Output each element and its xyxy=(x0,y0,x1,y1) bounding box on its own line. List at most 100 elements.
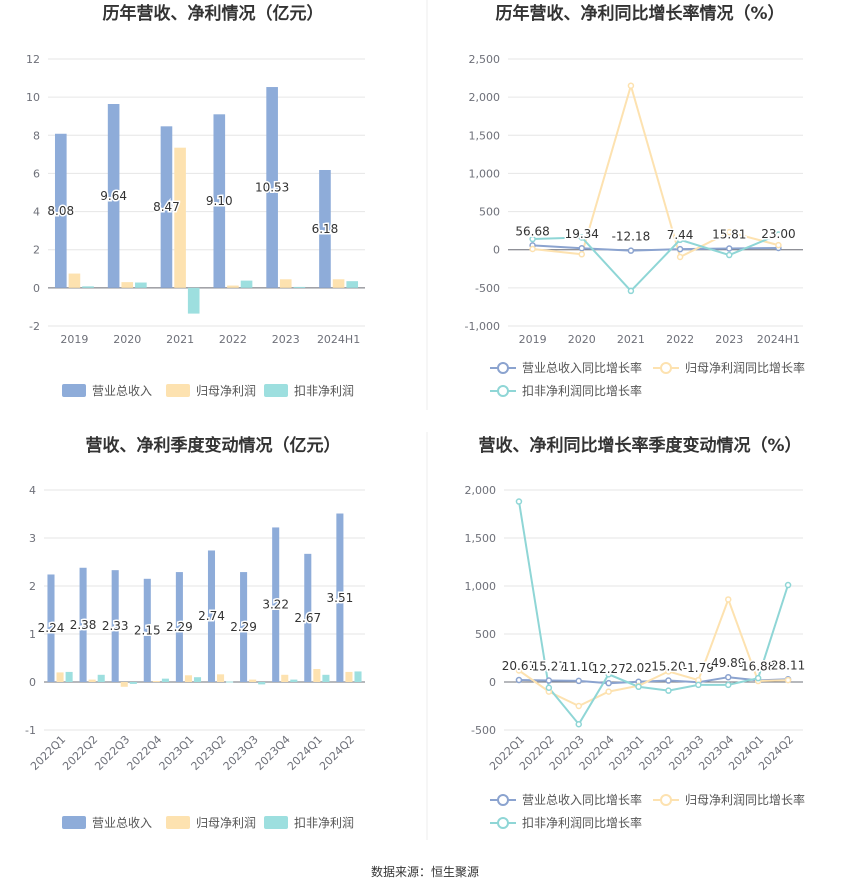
bar-3 xyxy=(346,281,359,288)
bar-1 xyxy=(111,570,119,682)
bar-value-label: 2.38 xyxy=(70,618,97,632)
y-tick-label: 4 xyxy=(29,484,36,497)
bar-2 xyxy=(281,674,289,682)
line-value-label: -12.18 xyxy=(612,230,651,244)
data-point xyxy=(515,676,523,684)
data-point xyxy=(605,688,612,695)
bar-2 xyxy=(227,285,239,288)
chart-title: 营收、净利季度变动情况（亿元） xyxy=(86,435,341,456)
data-point xyxy=(665,668,672,675)
y-tick-label: 500 xyxy=(475,628,496,641)
bar-3 xyxy=(258,682,266,685)
bar-2 xyxy=(345,671,353,682)
bar-1 xyxy=(336,513,344,682)
bar-2 xyxy=(120,682,128,687)
bar-1 xyxy=(304,553,312,682)
y-tick-label: 1,500 xyxy=(465,532,497,545)
data-point xyxy=(676,236,684,244)
line-value-label: 49.89 xyxy=(711,656,745,670)
data-point xyxy=(578,251,585,258)
data-point xyxy=(515,667,523,674)
bar-value-label: 6.18 xyxy=(312,222,339,236)
bar-value-label: 2.24 xyxy=(38,621,65,635)
legend-label: 扣非净利润同比增长率 xyxy=(522,383,642,398)
data-point xyxy=(726,228,733,236)
y-tick-label: 0 xyxy=(489,676,496,689)
bar-3 xyxy=(290,679,298,682)
data-point xyxy=(726,251,733,259)
bar-1 xyxy=(143,578,151,682)
bar-3 xyxy=(293,286,306,288)
y-tick-label: -2 xyxy=(29,320,40,333)
y-tick-label: 8 xyxy=(33,129,40,142)
data-point xyxy=(545,677,553,684)
line-value-label: 23.00 xyxy=(761,227,795,241)
bar-1 xyxy=(213,114,226,288)
x-tick-label: 2020 xyxy=(113,333,141,346)
data-point xyxy=(726,245,733,252)
data-point xyxy=(676,253,684,261)
chart-1: 历年营收、净利情况（亿元） -2 0 2 4 6 8 10 12 2019 2020 2021 2022… xyxy=(26,3,365,398)
bar-3 xyxy=(354,671,362,682)
line-value-label: -1.79 xyxy=(683,661,714,675)
bar-3 xyxy=(193,677,202,682)
data-point xyxy=(627,82,635,89)
legend: 营业总收入 归母净利润 扣非净利润 xyxy=(62,816,354,830)
bar-2 xyxy=(279,279,292,288)
x-tick-label: 2022 xyxy=(219,333,247,346)
bar-value-label: 2.33 xyxy=(102,619,129,633)
x-tick-label: 2019 xyxy=(519,333,547,346)
data-point xyxy=(676,245,684,253)
y-tick-label: 1,500 xyxy=(469,129,501,142)
series-line-3 xyxy=(518,501,789,726)
y-tick-label: 0 xyxy=(493,244,500,257)
data-point xyxy=(575,677,582,685)
data-point xyxy=(575,702,582,710)
legend: 营业总收入 归母净利润 扣非净利润 xyxy=(62,384,354,398)
line-value-label: 2.02 xyxy=(625,661,652,675)
bar-3 xyxy=(226,681,234,683)
y-tick-label: 2 xyxy=(29,580,36,593)
x-tick-label: 2024H1 xyxy=(757,333,800,346)
legend-marker xyxy=(497,385,509,397)
line-value-label: 7.44 xyxy=(667,228,694,242)
bar-3 xyxy=(135,282,147,288)
y-tick-label: 2,000 xyxy=(465,484,497,497)
line-value-label: 15.81 xyxy=(712,228,746,242)
bar-3 xyxy=(322,674,330,682)
bar-2 xyxy=(56,672,64,682)
y-tick-label: 10 xyxy=(26,91,40,104)
legend-marker xyxy=(660,362,672,374)
chart-title: 历年营收、净利情况（亿元） xyxy=(103,3,324,24)
line-value-label: 20.61 xyxy=(502,659,536,673)
data-point xyxy=(575,720,582,728)
bar-1 xyxy=(266,87,278,288)
line-value-label: 11.10 xyxy=(562,660,596,674)
legend-marker xyxy=(497,362,509,374)
bar-3 xyxy=(82,286,94,288)
bar-2 xyxy=(88,679,96,682)
bar-value-label: 2.15 xyxy=(134,623,161,637)
legend-swatch xyxy=(264,384,288,397)
data-point xyxy=(784,581,792,589)
bar-value-label: 9.64 xyxy=(100,189,127,203)
y-tick-label: 2 xyxy=(33,244,40,257)
data-point xyxy=(515,498,523,505)
legend-swatch xyxy=(62,816,86,829)
y-tick-label: 12 xyxy=(26,53,40,66)
legend-swatch xyxy=(166,384,190,397)
series-line-1 xyxy=(518,676,789,685)
data-point xyxy=(754,674,762,682)
series-line-2 xyxy=(518,596,789,708)
chart-2: 历年营收、净利同比增长率情况（%） -1,000 -500 0 500 1,000 1,50… xyxy=(465,3,805,398)
x-tick-label: 2020 xyxy=(568,333,596,346)
bar-value-label: 9.10 xyxy=(206,194,233,208)
y-tick-label: 3 xyxy=(29,532,36,545)
legend-label: 扣非净利润同比增长率 xyxy=(522,815,642,830)
x-tick-label: 2023 xyxy=(272,333,300,346)
bar-1 xyxy=(207,550,216,682)
